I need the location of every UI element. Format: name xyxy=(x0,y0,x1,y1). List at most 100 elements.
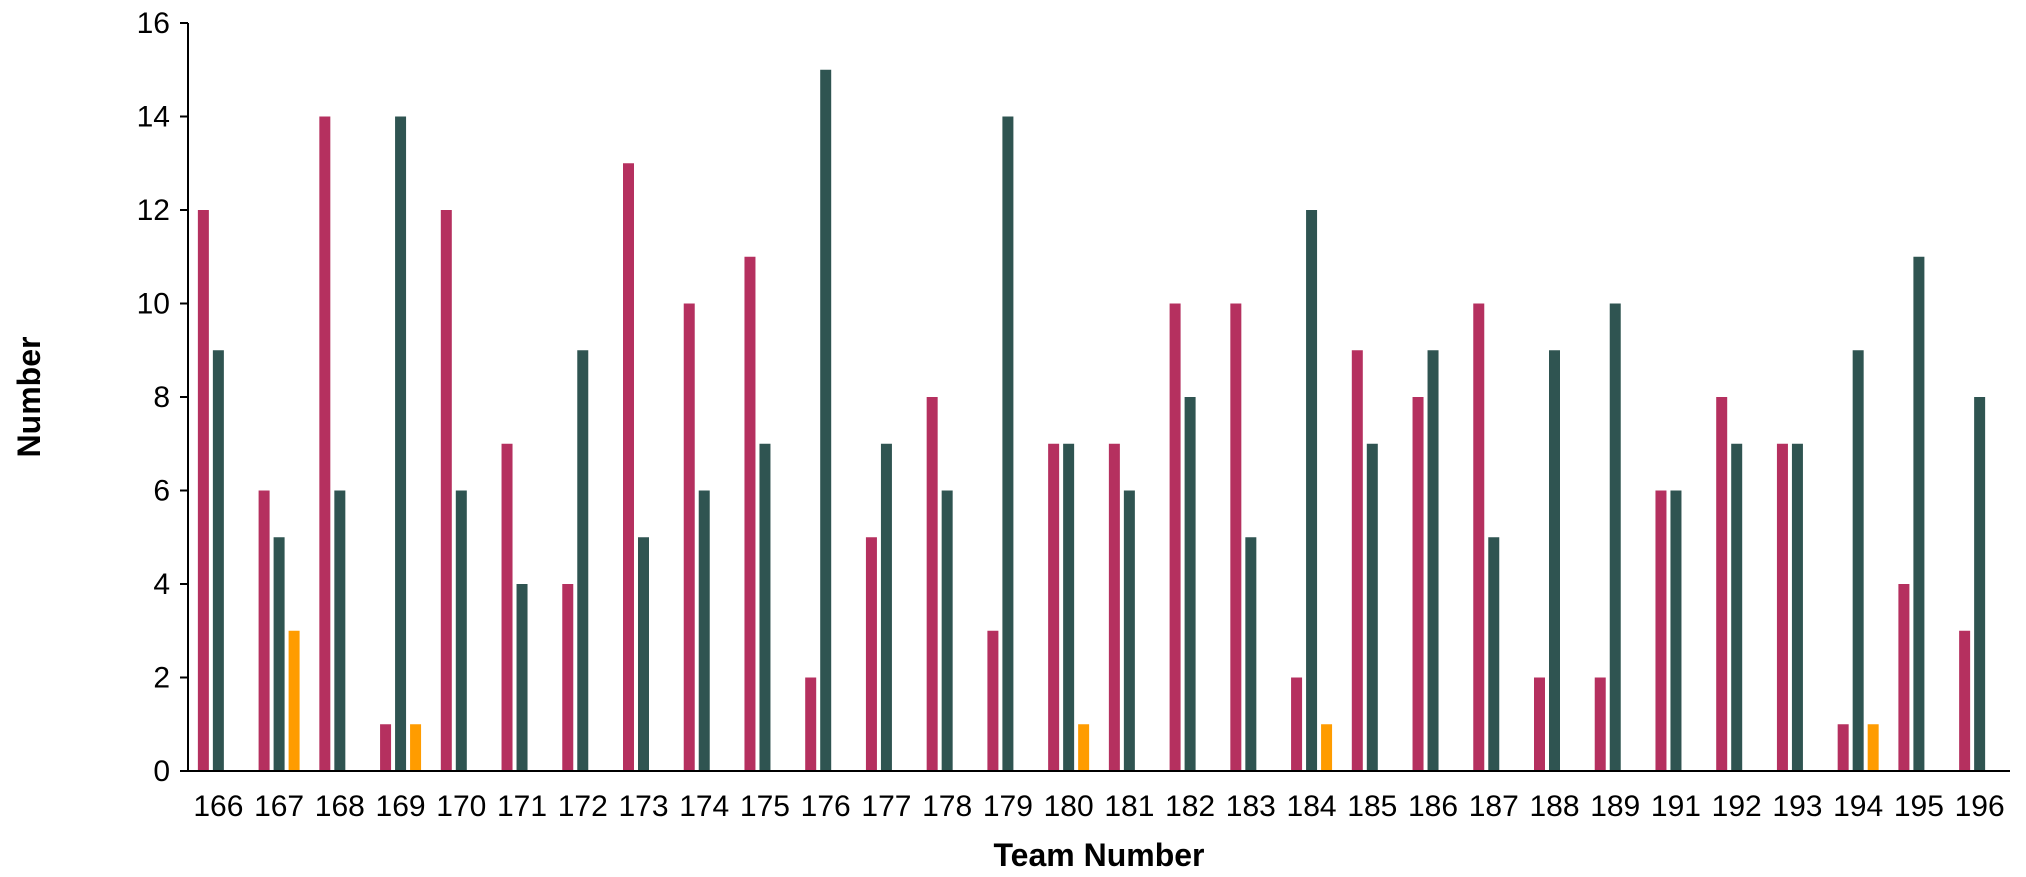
x-tick-label-167: 167 xyxy=(254,790,304,823)
bar-177-series-1 xyxy=(865,537,877,771)
bar-184-series-3 xyxy=(1321,724,1333,771)
bar-187-series-2 xyxy=(1488,537,1500,771)
bar-194-series-1 xyxy=(1837,724,1849,771)
y-tick-label: 8 xyxy=(153,381,170,414)
x-tick-label-186: 186 xyxy=(1408,790,1458,823)
bar-172-series-1 xyxy=(562,584,574,771)
bar-195-series-2 xyxy=(1913,256,1925,771)
bar-186-series-1 xyxy=(1412,397,1424,771)
bar-196-series-1 xyxy=(1959,630,1971,771)
bar-174-series-2 xyxy=(698,490,710,771)
bar-187-series-1 xyxy=(1473,303,1485,771)
x-tick-label-168: 168 xyxy=(315,790,365,823)
x-tick-label-179: 179 xyxy=(983,790,1033,823)
bar-175-series-1 xyxy=(744,256,756,771)
bar-178-series-2 xyxy=(941,490,953,771)
x-tick-label-193: 193 xyxy=(1772,790,1822,823)
y-axis-title: Number xyxy=(11,337,47,458)
bar-196-series-2 xyxy=(1974,397,1986,771)
x-tick-label-173: 173 xyxy=(618,790,668,823)
x-tick-label-172: 172 xyxy=(558,790,608,823)
x-tick-label-177: 177 xyxy=(861,790,911,823)
bar-169-series-2 xyxy=(395,116,407,771)
bar-170-series-1 xyxy=(440,210,452,771)
x-tick-label-166: 166 xyxy=(193,790,243,823)
bar-167-series-3 xyxy=(288,630,300,771)
bar-176-series-2 xyxy=(820,69,832,771)
x-tick-label-170: 170 xyxy=(436,790,486,823)
bar-171-series-2 xyxy=(516,584,528,771)
plot-area xyxy=(197,69,1986,771)
bar-176-series-1 xyxy=(805,677,817,771)
bar-167-series-2 xyxy=(273,537,285,771)
x-tick-label-189: 189 xyxy=(1590,790,1640,823)
bar-188-series-1 xyxy=(1534,677,1545,771)
bar-178-series-1 xyxy=(926,397,938,771)
bar-180-series-2 xyxy=(1063,443,1075,771)
y-tick-label: 10 xyxy=(137,288,170,321)
bar-179-series-2 xyxy=(1002,116,1014,771)
bar-166-series-2 xyxy=(212,350,224,771)
x-tick-label-183: 183 xyxy=(1226,790,1276,823)
bar-173-series-1 xyxy=(623,163,634,771)
y-tick-label: 14 xyxy=(137,101,170,134)
bar-175-series-2 xyxy=(759,443,771,771)
bar-172-series-2 xyxy=(577,350,589,771)
bar-169-series-1 xyxy=(380,724,392,771)
bar-193-series-1 xyxy=(1776,443,1788,771)
bar-191-series-1 xyxy=(1655,490,1667,771)
bar-181-series-2 xyxy=(1123,490,1135,771)
x-axis-title: Team Number xyxy=(993,837,1204,873)
bar-168-series-1 xyxy=(319,116,331,771)
bar-168-series-2 xyxy=(334,490,346,771)
bar-184-series-2 xyxy=(1306,210,1318,771)
bar-180-series-3 xyxy=(1078,724,1090,771)
x-tick-label-182: 182 xyxy=(1165,790,1215,823)
bar-166-series-1 xyxy=(197,210,209,771)
bar-195-series-1 xyxy=(1898,584,1910,771)
x-axis-ticks: 166 167 168 169 170 171 172 173 174 175 176 177 178 1… xyxy=(193,790,2004,823)
x-tick-label-176: 176 xyxy=(801,790,851,823)
bar-177-series-2 xyxy=(880,443,892,771)
x-tick-label-181: 181 xyxy=(1104,790,1154,823)
bar-184-series-1 xyxy=(1291,677,1303,771)
y-tick-label: 4 xyxy=(153,568,170,601)
x-tick-label-187: 187 xyxy=(1469,790,1519,823)
x-tick-label-169: 169 xyxy=(376,790,426,823)
x-tick-label-191: 191 xyxy=(1651,790,1701,823)
bar-185-series-2 xyxy=(1366,443,1378,771)
x-tick-label-194: 194 xyxy=(1833,790,1883,823)
x-tick-label-192: 192 xyxy=(1712,790,1762,823)
bar-193-series-2 xyxy=(1791,443,1803,771)
y-tick-label: 12 xyxy=(137,194,170,227)
y-axis-ticks: 0 2 4 6 8 10 12 14 16 xyxy=(137,7,188,788)
bar-189-series-2 xyxy=(1609,303,1621,771)
x-tick-label-174: 174 xyxy=(679,790,729,823)
bar-171-series-1 xyxy=(501,443,513,771)
x-tick-label-180: 180 xyxy=(1044,790,1094,823)
bar-189-series-1 xyxy=(1594,677,1606,771)
bar-167-series-1 xyxy=(258,490,270,771)
bar-188-series-2 xyxy=(1549,350,1560,771)
bar-186-series-2 xyxy=(1427,350,1439,771)
x-tick-label-196: 196 xyxy=(1955,790,2005,823)
bar-182-series-2 xyxy=(1184,397,1196,771)
bar-174-series-1 xyxy=(683,303,695,771)
bar-191-series-2 xyxy=(1670,490,1682,771)
bar-169-series-3 xyxy=(410,724,422,771)
bar-170-series-2 xyxy=(455,490,467,771)
bar-194-series-2 xyxy=(1852,350,1864,771)
bar-192-series-1 xyxy=(1716,397,1728,771)
bar-192-series-2 xyxy=(1731,443,1743,771)
x-tick-label-188: 188 xyxy=(1529,790,1579,823)
bar-185-series-1 xyxy=(1351,350,1363,771)
bar-182-series-1 xyxy=(1169,303,1181,771)
y-tick-label: 6 xyxy=(153,475,170,508)
x-tick-label-171: 171 xyxy=(497,790,547,823)
x-tick-label-195: 195 xyxy=(1894,790,1944,823)
y-tick-label: 2 xyxy=(153,662,170,695)
x-tick-label-175: 175 xyxy=(740,790,790,823)
y-tick-label: 16 xyxy=(137,7,170,40)
x-tick-label-185: 185 xyxy=(1347,790,1397,823)
